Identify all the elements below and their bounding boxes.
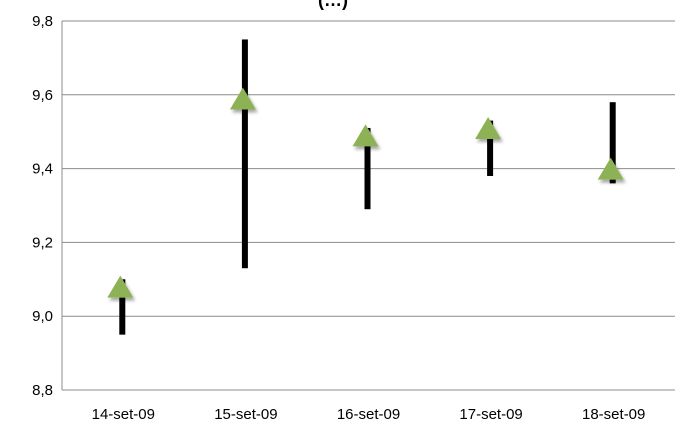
x-tick-label: 15-set-09 — [214, 406, 277, 423]
y-tick-label: 8,8 — [32, 382, 53, 399]
y-tick-label: 9,8 — [32, 13, 53, 30]
y-tick-label: 9,0 — [32, 308, 53, 325]
axes — [61, 21, 675, 391]
range-bar — [119, 279, 126, 335]
range-bar — [241, 39, 248, 269]
triangle-marker — [475, 117, 502, 140]
chart-title-fragment: (…) — [318, 0, 348, 10]
triangle-marker — [107, 275, 134, 298]
y-tick-label: 9,6 — [32, 87, 53, 104]
y-tick-label: 9,2 — [32, 234, 53, 251]
range-bars — [119, 39, 616, 335]
x-tick-label: 17-set-09 — [459, 406, 522, 423]
triangle-markers — [107, 87, 624, 298]
triangle-marker — [229, 87, 256, 110]
range-bar — [487, 120, 494, 176]
y-tick-label: 9,4 — [32, 161, 53, 178]
triangle-marker — [597, 157, 624, 180]
range-bar — [364, 128, 371, 210]
x-tick-label: 16-set-09 — [337, 406, 400, 423]
x-tick-label: 14-set-09 — [92, 406, 155, 423]
y-axis-tick-labels: 8,8 9,0 9,2 9,4 9,6 9,8 — [32, 13, 53, 399]
triangle-marker — [352, 124, 379, 147]
range-bar — [609, 102, 616, 184]
x-axis-tick-labels: 14-set-09 15-set-09 16-set-09 17-set-09 18-s… — [92, 406, 646, 423]
x-tick-label: 18-set-09 — [582, 406, 645, 423]
